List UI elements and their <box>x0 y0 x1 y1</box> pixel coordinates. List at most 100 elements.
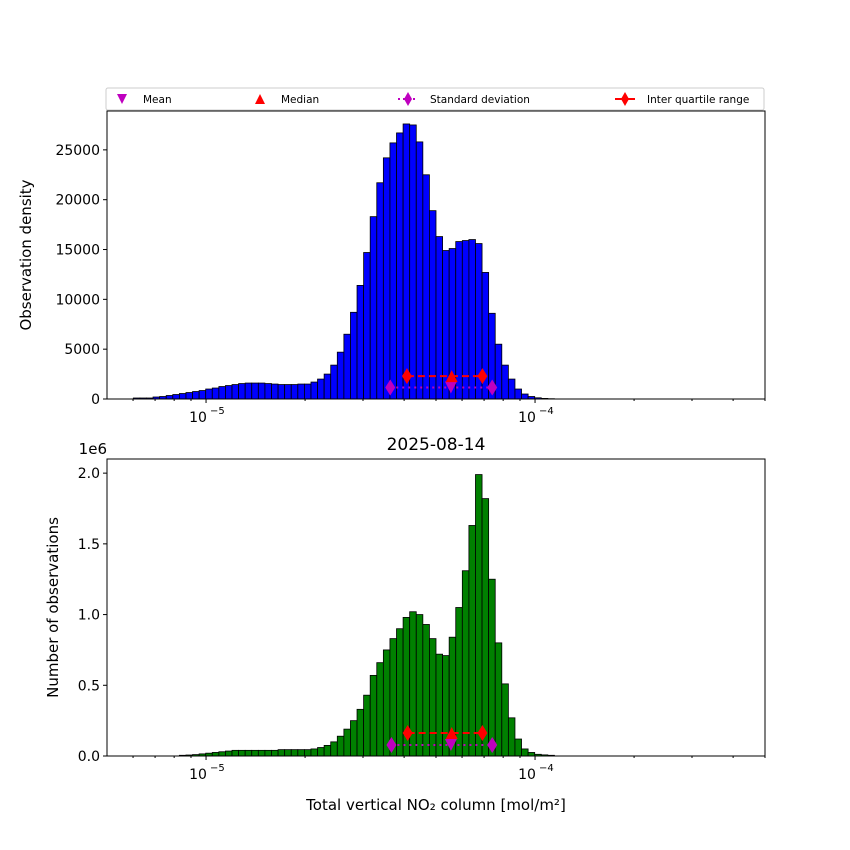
chart-title: 2025-08-14 <box>387 435 486 455</box>
histogram-bar <box>521 393 529 400</box>
histogram-bar <box>461 570 470 757</box>
y-tick-label: 5000 <box>64 342 100 358</box>
legend-label: Standard deviation <box>430 94 530 106</box>
histogram-bar <box>310 748 318 757</box>
iqr-diamond-marker <box>402 724 413 741</box>
histogram-bar <box>303 749 312 757</box>
legend-label: Median <box>281 94 319 106</box>
histogram-bar <box>271 749 279 757</box>
histogram-bar <box>343 728 351 757</box>
histogram-bar <box>218 751 226 757</box>
y-tick-label: 0.5 <box>78 678 100 694</box>
y-tick-label: 1.5 <box>78 537 100 553</box>
histogram-bar <box>165 395 174 400</box>
histogram-bar <box>330 741 338 757</box>
x-tick-exponent: −5 <box>210 763 225 774</box>
y-axis-label: Observation density <box>17 179 35 330</box>
histogram-bar <box>521 748 529 757</box>
histogram-bar <box>231 749 240 757</box>
histogram-bar <box>376 182 384 400</box>
histogram-bar <box>231 384 240 400</box>
mean-marker <box>444 738 457 751</box>
histogram-bar <box>218 386 226 400</box>
histogram-bar <box>429 210 437 400</box>
triangle-up-icon <box>255 94 265 104</box>
std-diamond-marker <box>487 736 498 753</box>
histogram-bar <box>402 123 411 400</box>
histogram-bar <box>277 749 286 757</box>
histogram-bar <box>336 351 345 400</box>
histogram-bar <box>422 174 430 400</box>
histogram-bar <box>225 385 233 400</box>
histogram-bar <box>225 750 233 757</box>
mean-marker <box>444 381 457 394</box>
histogram-bar <box>527 752 536 757</box>
y-tick-label: 15000 <box>55 243 100 259</box>
histogram-bar <box>284 749 292 757</box>
x-tick-label: 10 <box>518 410 536 426</box>
y-tick-label: 10000 <box>55 292 100 308</box>
histogram-bar <box>198 390 207 400</box>
histogram-bar <box>185 392 193 400</box>
histogram-bar <box>297 749 305 757</box>
histogram-bar <box>396 628 404 757</box>
histogram-bar <box>264 383 272 400</box>
y-tick-label: 2.0 <box>78 466 100 482</box>
histogram-bar <box>205 388 213 400</box>
x-tick-label: 10 <box>518 767 536 783</box>
histogram-bar <box>369 674 378 757</box>
histogram-bar <box>514 388 522 400</box>
histogram-bar <box>468 525 476 757</box>
histogram-bar <box>244 749 253 757</box>
std-diamond-marker <box>487 379 498 396</box>
x-axis-label: Total vertical NO₂ column [mol/m²] <box>305 796 566 814</box>
x-tick-label: 10 <box>189 767 207 783</box>
histogram-bar <box>507 717 516 757</box>
x-tick-exponent: −4 <box>539 406 554 417</box>
histogram-bar <box>363 694 371 757</box>
histogram-bar <box>343 333 351 400</box>
histogram-bar <box>514 738 522 757</box>
histogram-bar <box>507 378 516 400</box>
histogram-bar <box>284 384 292 400</box>
legend-item: Standard deviation <box>398 92 530 106</box>
std-diamond-marker <box>386 736 397 753</box>
histogram-bar <box>488 578 496 757</box>
iqr-diamond-marker <box>477 368 488 385</box>
iqr-diamond-marker <box>477 724 488 741</box>
histogram-bar <box>244 382 253 400</box>
histogram-bar <box>415 614 424 757</box>
histogram-bar <box>494 642 503 757</box>
histogram-bar <box>501 683 509 757</box>
histogram-bar <box>501 364 509 400</box>
diamond-icon <box>621 92 629 106</box>
histogram-bar <box>264 749 272 757</box>
y-tick-label: 20000 <box>55 193 100 209</box>
histogram-bar <box>251 382 259 400</box>
histogram-bar <box>481 498 490 757</box>
histogram-bar <box>290 384 299 400</box>
histogram-bar <box>389 142 397 400</box>
y-offset-text: 1e6 <box>79 440 107 458</box>
histogram-bar <box>290 749 299 757</box>
median-marker <box>445 370 458 383</box>
legend-item: Inter quartile range <box>615 92 749 106</box>
histogram-bar <box>376 662 384 757</box>
histogram-bar <box>297 383 305 400</box>
triangle-down-icon <box>117 94 127 104</box>
histogram-bar <box>310 381 318 400</box>
histogram-bar <box>251 749 259 757</box>
x-tick-label: 10 <box>189 410 207 426</box>
histogram-bar <box>422 624 430 757</box>
iqr-diamond-marker <box>401 368 412 385</box>
histogram-bar <box>303 383 312 400</box>
histogram-bar <box>192 391 200 400</box>
legend-label: Mean <box>143 94 172 106</box>
histogram-bar <box>211 387 220 400</box>
histogram-bar <box>238 383 246 400</box>
histogram-bar <box>369 216 378 400</box>
std-diamond-marker <box>385 379 396 396</box>
